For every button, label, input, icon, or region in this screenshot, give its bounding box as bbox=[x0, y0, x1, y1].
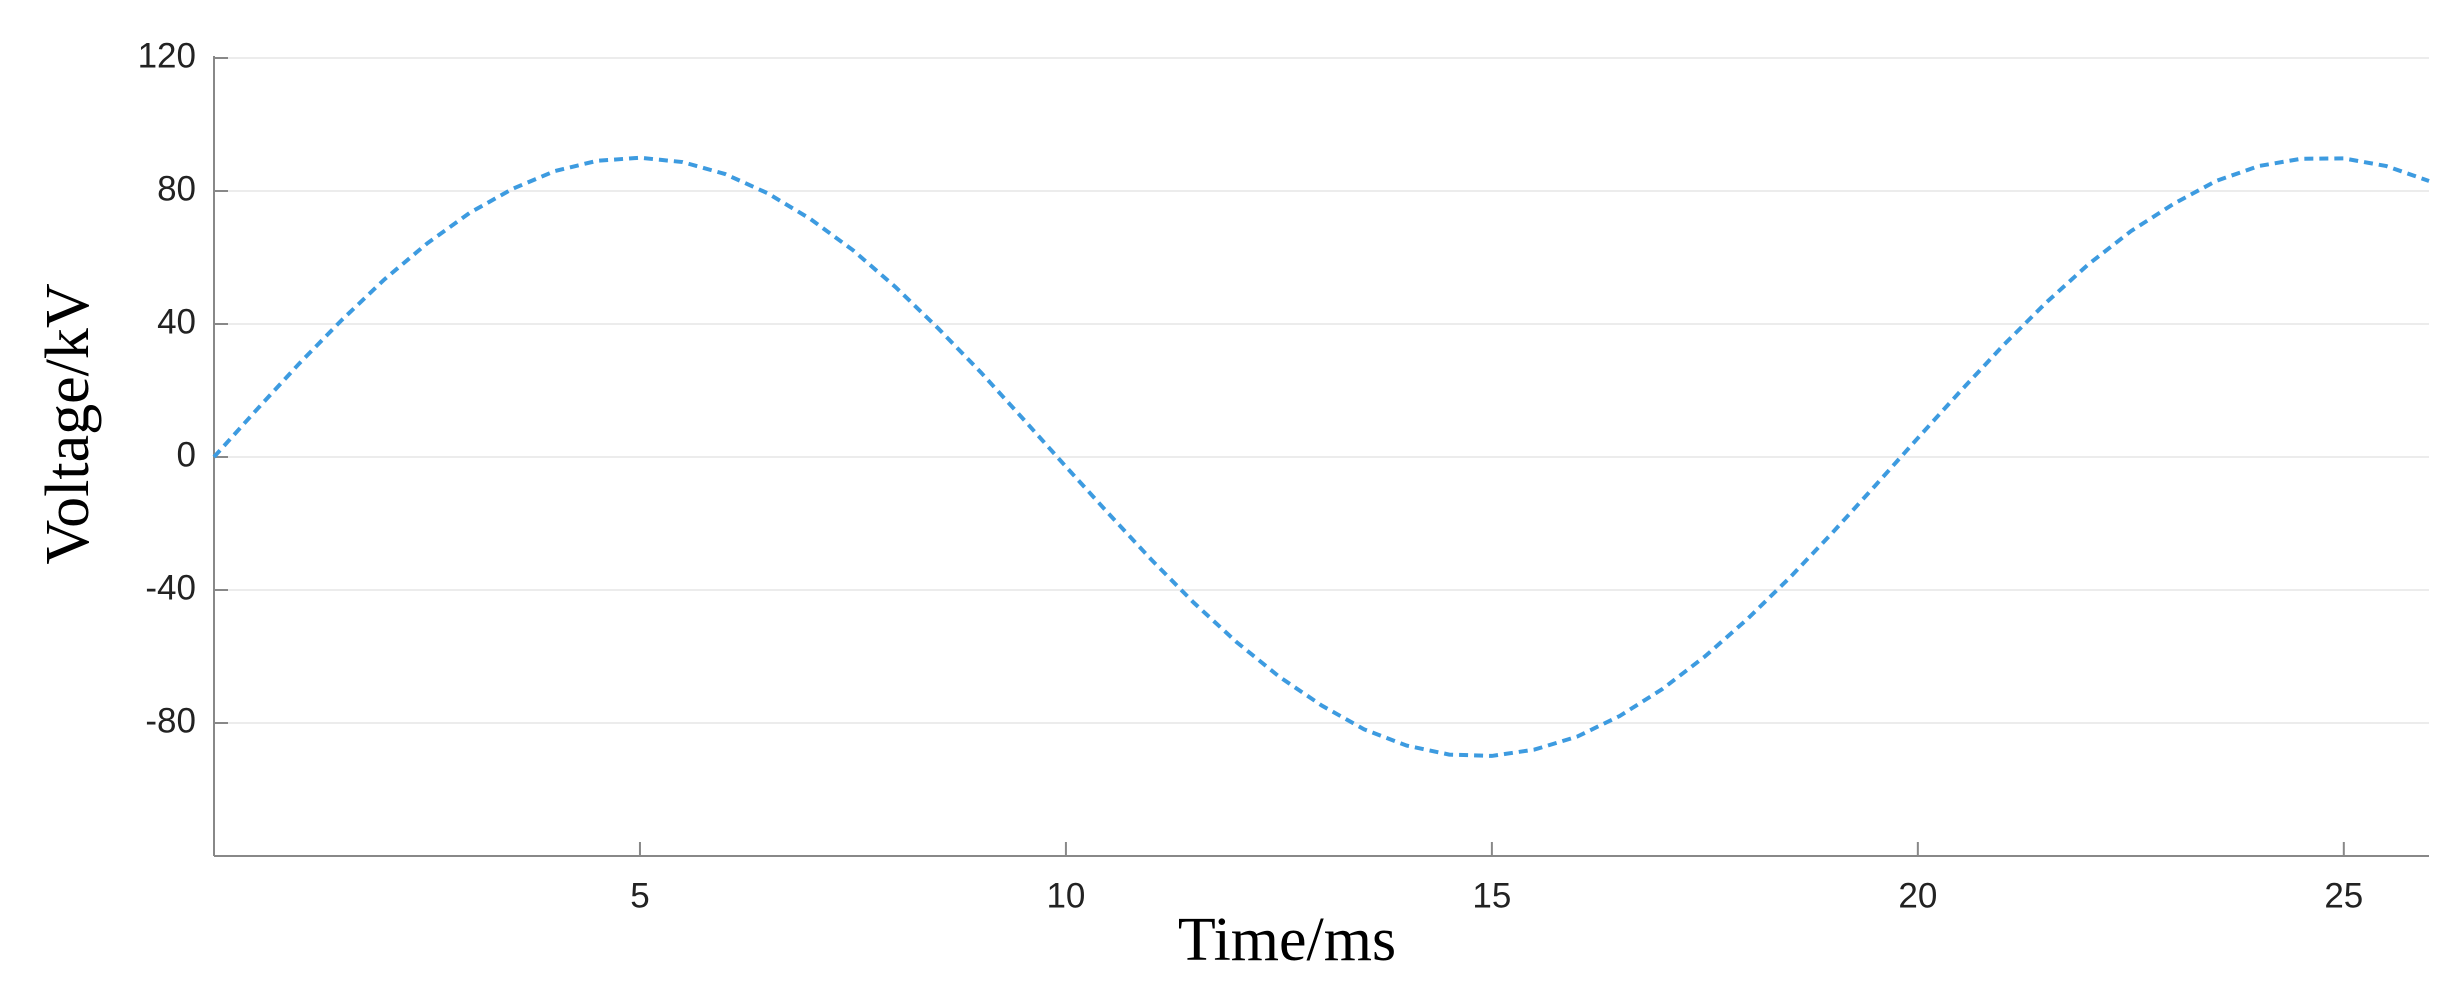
x-axis-title: Time/ms bbox=[1178, 906, 1396, 974]
y-axis-title: Voltage/kV bbox=[34, 283, 102, 564]
y-tick-label: 120 bbox=[138, 36, 196, 75]
x-tick-label: 20 bbox=[1898, 876, 1937, 915]
y-tick-label: 80 bbox=[157, 169, 196, 208]
line-series bbox=[212, 155, 2430, 758]
x-tick-label: 15 bbox=[1472, 876, 1511, 915]
y-tick-label: 40 bbox=[157, 302, 196, 341]
x-tick-label: 5 bbox=[630, 876, 649, 915]
x-tick-label: 10 bbox=[1046, 876, 1085, 915]
y-tick-label: 0 bbox=[177, 435, 196, 474]
x-tick-label: 25 bbox=[2324, 876, 2363, 915]
y-tick-label: -80 bbox=[145, 701, 196, 740]
y-tick-label: -40 bbox=[145, 568, 196, 607]
